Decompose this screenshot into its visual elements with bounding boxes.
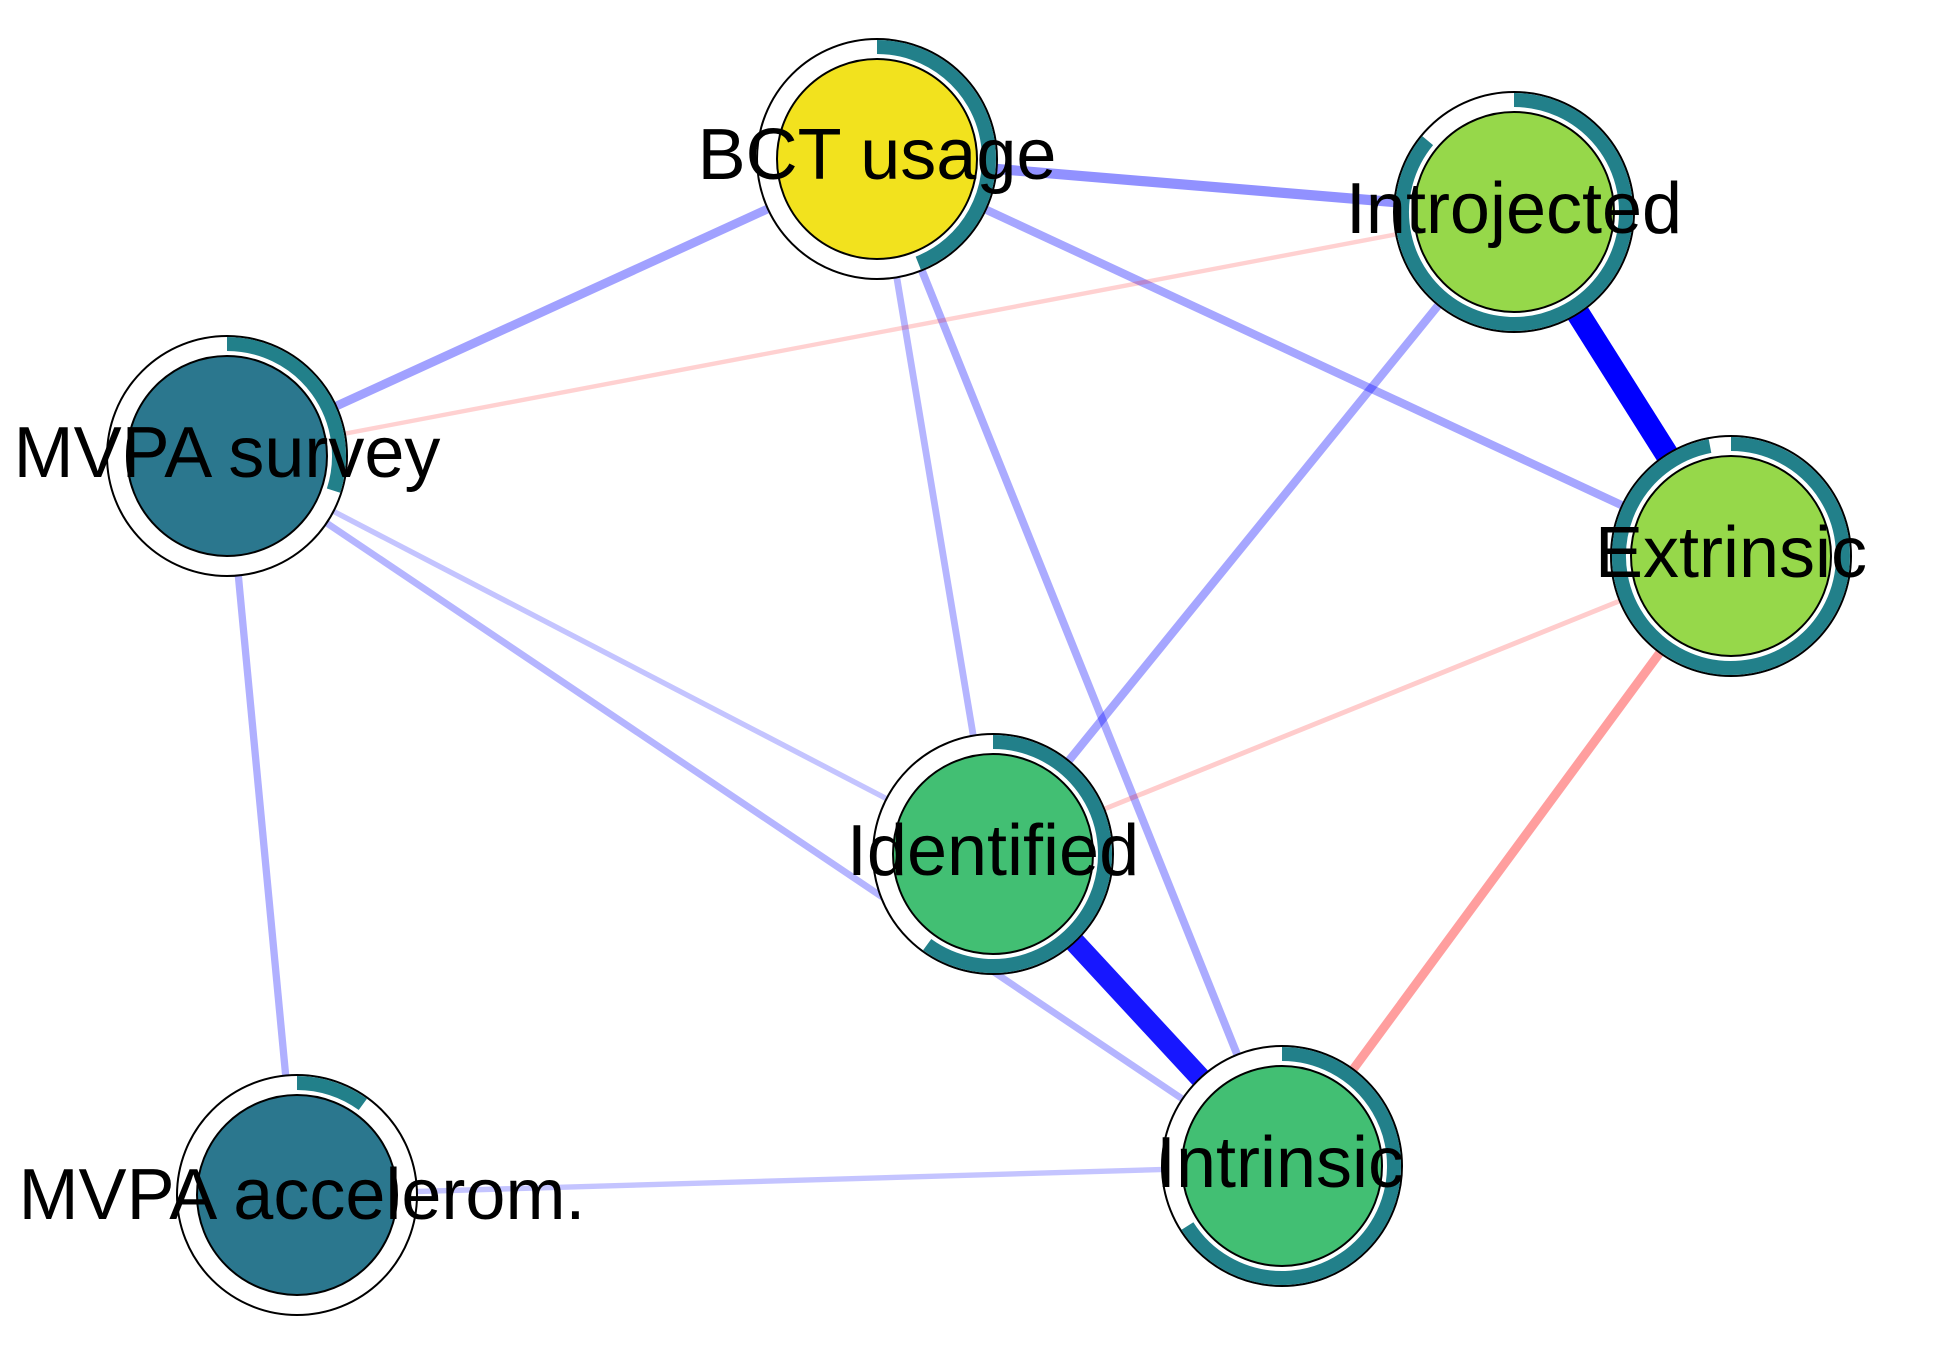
edge-mvpa_survey-intrinsic [225,453,1284,1169]
node-label: Introjected [1346,169,1682,249]
node-label: MVPA accelerom. [19,1155,586,1235]
node-label: Extrinsic [1595,513,1867,593]
node-identified: Identified [847,733,1139,975]
edge-extrinsic-identified [992,553,1732,857]
node-fill [1413,111,1615,313]
nodes-layer: BCT usage Introjected MVPA survey Extrinsic… [14,38,1867,1316]
node-extrinsic: Extrinsic [1595,435,1867,677]
node-fill [776,58,978,260]
node-pie-arc [1181,1047,1402,1285]
node-pie-arc [296,1076,367,1111]
node-introjected: Introjected [1346,91,1682,333]
edge-bct-extrinsic [875,155,1733,560]
node-mvpa_survey: MVPA survey [14,335,441,577]
node-label: MVPA survey [14,413,441,493]
edge-extrinsic-intrinsic [1278,553,1735,1169]
edge-mvpa_survey-identified [225,453,995,857]
node-label: BCT usage [698,115,1057,195]
node-fill [126,355,328,557]
node-pie-arc [876,40,996,270]
node-fill [892,753,1094,955]
node-fill [1630,455,1832,657]
edge-bct-intrinsic [873,157,1286,1168]
node-fill [1181,1065,1383,1267]
node-intrinsic: Intrinsic [1156,1045,1404,1287]
node-bct: BCT usage [698,38,1057,280]
node-mvpa_accel: MVPA accelerom. [19,1074,586,1316]
node-pie-arc [1612,437,1850,675]
edge-introjected-identified [989,209,1518,857]
node-pie-arc [226,337,346,493]
node-label: Intrinsic [1156,1123,1404,1203]
edge-mvpa_survey-mvpa_accel [223,455,301,1196]
node-pie-arc [923,735,1112,973]
edge-mvpa_accel-intrinsic [296,1163,1283,1198]
node-label: Identified [847,811,1139,891]
node-pie-arc [1395,93,1633,331]
edge-introjected-mvpa_survey [226,209,1515,459]
node-fill [196,1094,398,1296]
